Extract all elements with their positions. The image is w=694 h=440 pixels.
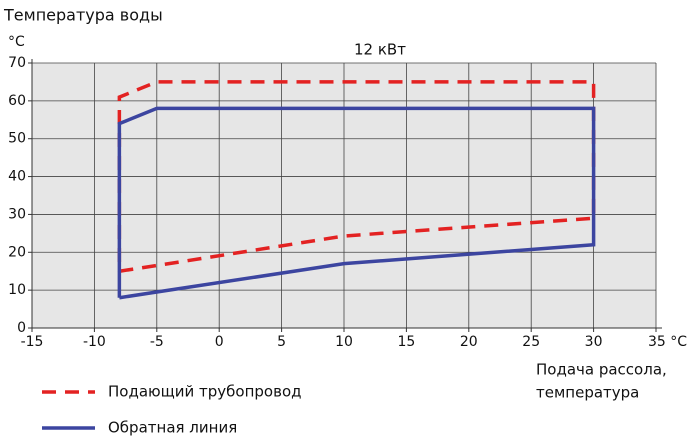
series-line (117, 106, 596, 300)
y-tick-label: 10 (8, 282, 26, 298)
x-tick-label: -10 (83, 334, 106, 350)
legend-label: Подающий трубопровод (108, 383, 302, 401)
x-tick-label: -5 (150, 334, 164, 350)
x-axis-title: температура (536, 384, 639, 402)
y-tick-label: 40 (8, 169, 26, 185)
x-tick-label: 30 (585, 334, 603, 350)
y-axis-title: Температура воды (3, 6, 163, 25)
x-tick-label: 15 (397, 334, 415, 350)
legend-label: Обратная линия (108, 419, 237, 437)
x-tick-label: 35 °C (648, 334, 687, 350)
y-tick-label: 50 (8, 131, 26, 147)
x-tick-label: -15 (21, 334, 44, 350)
x-tick-label: 20 (460, 334, 478, 350)
y-axis-unit: °C (8, 34, 25, 50)
x-tick-label: 5 (277, 334, 286, 350)
y-tick-label: 30 (8, 206, 26, 222)
y-tick-label: 0 (17, 320, 26, 336)
x-tick-label: 25 (522, 334, 540, 350)
x-tick-label: 0 (215, 334, 224, 350)
series-line (117, 80, 596, 273)
y-tick-label: 20 (8, 244, 26, 260)
y-tick-label: 70 (8, 55, 26, 71)
y-tick-label: 60 (8, 93, 26, 109)
chart-title: 12 кВт (354, 41, 406, 59)
x-tick-label: 10 (335, 334, 353, 350)
x-axis-title: Подача рассола, (536, 361, 667, 379)
